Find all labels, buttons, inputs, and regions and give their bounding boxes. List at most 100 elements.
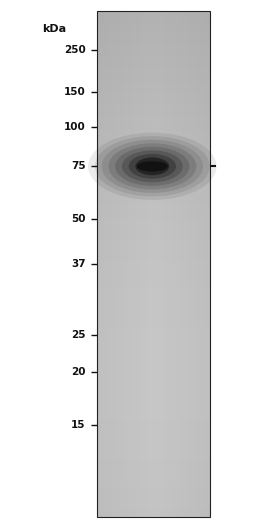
- Bar: [97, 49, 210, 51]
- Bar: [97, 33, 210, 36]
- Bar: [97, 183, 210, 185]
- Bar: [97, 211, 210, 213]
- Bar: [172, 11, 173, 517]
- Bar: [193, 11, 194, 517]
- Bar: [198, 11, 199, 517]
- Bar: [97, 309, 210, 312]
- Bar: [97, 54, 210, 56]
- Bar: [97, 507, 210, 510]
- Bar: [97, 223, 210, 226]
- Bar: [97, 119, 210, 122]
- Bar: [97, 401, 210, 403]
- Bar: [97, 81, 210, 84]
- Bar: [97, 261, 210, 264]
- Bar: [97, 385, 210, 388]
- Bar: [97, 181, 210, 183]
- Bar: [97, 320, 210, 322]
- Bar: [100, 11, 101, 517]
- Bar: [97, 299, 210, 302]
- Bar: [97, 464, 210, 467]
- Bar: [97, 497, 210, 499]
- Text: 37: 37: [71, 259, 86, 269]
- Bar: [97, 18, 210, 21]
- Bar: [98, 11, 100, 517]
- Bar: [97, 195, 210, 198]
- Bar: [97, 337, 210, 340]
- Bar: [97, 67, 210, 69]
- Ellipse shape: [129, 154, 176, 179]
- Bar: [133, 11, 134, 517]
- Bar: [97, 46, 210, 49]
- Bar: [97, 233, 210, 236]
- Bar: [160, 11, 162, 517]
- Bar: [97, 459, 210, 461]
- Bar: [97, 449, 210, 451]
- Bar: [97, 373, 210, 375]
- Bar: [147, 11, 148, 517]
- Bar: [126, 11, 128, 517]
- Bar: [97, 368, 210, 371]
- Bar: [97, 137, 210, 140]
- Bar: [97, 59, 210, 61]
- Bar: [97, 327, 210, 330]
- Bar: [122, 11, 123, 517]
- Bar: [121, 11, 122, 517]
- Ellipse shape: [135, 157, 169, 175]
- Bar: [97, 447, 210, 449]
- Bar: [137, 11, 138, 517]
- Bar: [97, 469, 210, 472]
- Bar: [196, 11, 198, 517]
- Bar: [187, 11, 188, 517]
- Text: 250: 250: [64, 45, 86, 55]
- Bar: [97, 495, 210, 497]
- Bar: [124, 11, 125, 517]
- Bar: [145, 11, 146, 517]
- Bar: [141, 11, 142, 517]
- Bar: [97, 216, 210, 219]
- Bar: [136, 11, 137, 517]
- Bar: [97, 11, 98, 517]
- Bar: [97, 406, 210, 409]
- Bar: [97, 421, 210, 423]
- Bar: [163, 11, 164, 517]
- Bar: [97, 398, 210, 401]
- Bar: [97, 127, 210, 130]
- Bar: [97, 411, 210, 413]
- Bar: [190, 11, 191, 517]
- Bar: [168, 11, 169, 517]
- Bar: [97, 61, 210, 64]
- Bar: [97, 282, 210, 284]
- Bar: [182, 11, 183, 517]
- Bar: [114, 11, 115, 517]
- Bar: [205, 11, 207, 517]
- Text: kDa: kDa: [42, 24, 66, 34]
- Bar: [179, 11, 181, 517]
- Ellipse shape: [137, 161, 168, 172]
- Text: 50: 50: [71, 214, 86, 224]
- Bar: [97, 267, 210, 269]
- Bar: [97, 56, 210, 59]
- Bar: [97, 269, 210, 271]
- Bar: [118, 11, 119, 517]
- Bar: [97, 92, 210, 94]
- Bar: [101, 11, 102, 517]
- Bar: [123, 11, 124, 517]
- Bar: [97, 375, 210, 378]
- Bar: [97, 371, 210, 373]
- Bar: [185, 11, 186, 517]
- Bar: [97, 64, 210, 67]
- Bar: [97, 89, 210, 92]
- Bar: [97, 355, 210, 358]
- Bar: [97, 249, 210, 251]
- Bar: [149, 11, 150, 517]
- Bar: [97, 378, 210, 381]
- Bar: [97, 451, 210, 454]
- Bar: [146, 11, 147, 517]
- Bar: [97, 21, 210, 23]
- Bar: [174, 11, 175, 517]
- Bar: [202, 11, 203, 517]
- Bar: [97, 84, 210, 87]
- Bar: [183, 11, 184, 517]
- Bar: [97, 487, 210, 489]
- Bar: [97, 264, 210, 267]
